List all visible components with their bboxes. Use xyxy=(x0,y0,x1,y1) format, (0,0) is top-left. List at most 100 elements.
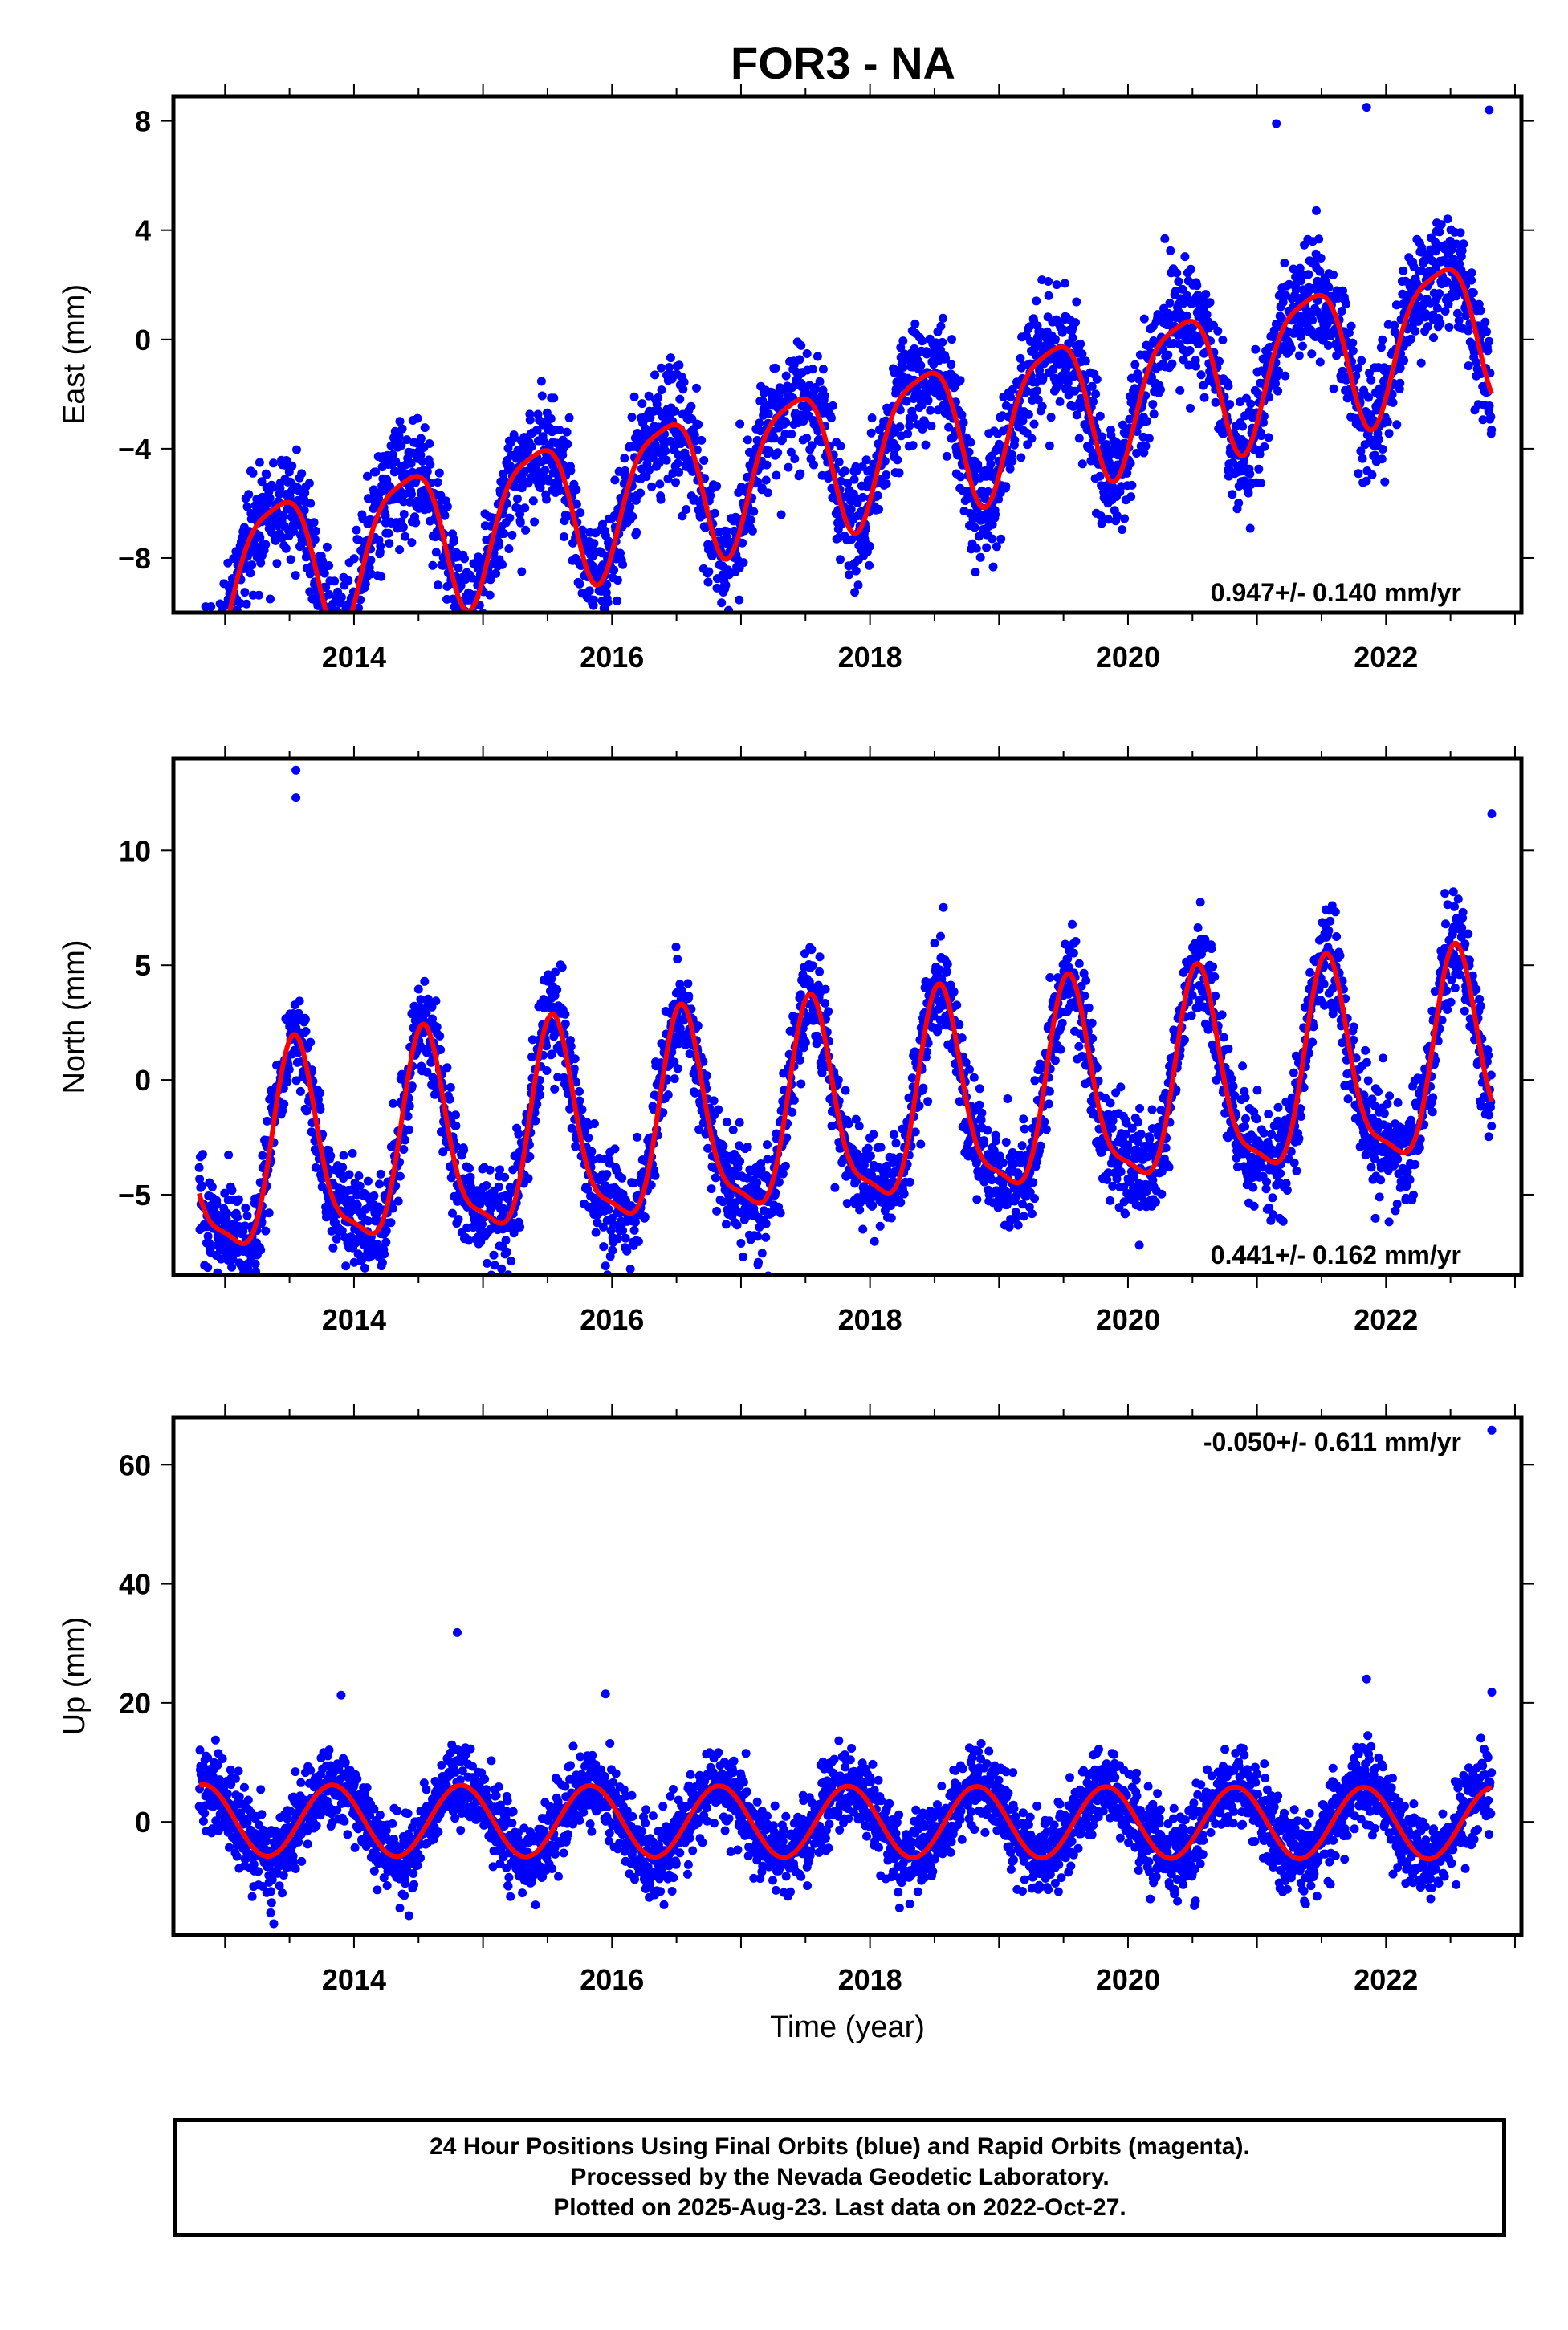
data-point xyxy=(376,541,385,551)
data-point xyxy=(849,475,859,484)
data-point xyxy=(208,695,217,704)
data-point xyxy=(207,1182,217,1191)
data-point xyxy=(761,475,771,485)
data-point xyxy=(670,406,680,416)
data-point xyxy=(1392,420,1402,430)
data-point xyxy=(589,1119,599,1128)
data-point xyxy=(678,511,687,521)
data-point xyxy=(1081,356,1090,366)
data-point xyxy=(536,1090,545,1100)
data-point xyxy=(1365,369,1374,377)
data-point xyxy=(743,435,752,445)
data-point xyxy=(1378,445,1387,454)
data-point xyxy=(301,1027,311,1036)
data-point xyxy=(309,518,319,528)
data-point xyxy=(1314,234,1324,244)
data-point xyxy=(520,503,530,513)
data-point xyxy=(483,613,492,622)
data-point xyxy=(442,502,452,511)
data-point xyxy=(354,603,363,613)
data-point xyxy=(630,1217,640,1227)
data-point xyxy=(898,336,908,346)
data-point xyxy=(610,1144,620,1154)
data-point xyxy=(258,1151,267,1160)
data-point xyxy=(975,552,985,562)
data-point xyxy=(385,539,394,548)
data-point xyxy=(772,470,781,480)
data-point xyxy=(309,620,318,629)
data-point xyxy=(632,528,641,537)
data-point xyxy=(847,535,857,544)
data-point xyxy=(428,560,438,570)
data-point xyxy=(629,392,639,401)
data-point xyxy=(589,595,598,605)
data-point xyxy=(1367,470,1377,479)
data-point xyxy=(1046,413,1056,422)
data-point xyxy=(796,340,806,350)
data-point xyxy=(1416,358,1426,368)
data-point xyxy=(272,559,282,568)
data-point xyxy=(514,1129,523,1139)
data-point xyxy=(330,576,340,586)
outlier-point xyxy=(517,567,527,576)
data-point xyxy=(344,1170,354,1179)
data-point xyxy=(390,466,400,476)
data-point xyxy=(620,454,629,463)
data-point xyxy=(992,542,1001,552)
data-point xyxy=(1234,499,1244,507)
data-point xyxy=(454,624,463,633)
data-point xyxy=(882,479,891,489)
data-point xyxy=(248,468,258,478)
data-point xyxy=(368,1282,377,1291)
data-point xyxy=(1005,464,1015,474)
data-point xyxy=(1055,397,1065,406)
data-point xyxy=(982,543,992,552)
data-point xyxy=(217,643,226,652)
data-point xyxy=(675,394,685,404)
data-point xyxy=(1126,458,1135,468)
data-point xyxy=(341,1261,351,1271)
data-point xyxy=(435,1031,445,1041)
data-point xyxy=(557,963,567,972)
data-point xyxy=(944,422,954,432)
data-point xyxy=(1277,314,1286,323)
data-point xyxy=(736,1239,746,1248)
data-point xyxy=(381,511,390,520)
data-point xyxy=(485,590,495,600)
data-point xyxy=(537,391,547,401)
data-point xyxy=(208,688,217,697)
data-point xyxy=(454,563,463,572)
data-point xyxy=(1142,417,1151,426)
data-point xyxy=(209,644,218,653)
data-point xyxy=(1329,270,1338,279)
data-point xyxy=(593,617,601,626)
data-point xyxy=(1139,448,1149,458)
data-point xyxy=(465,613,474,622)
data-point xyxy=(1095,471,1105,481)
data-point xyxy=(1353,364,1362,373)
data-point xyxy=(521,525,531,535)
data-point xyxy=(1377,454,1387,464)
data-point xyxy=(223,645,232,654)
data-point xyxy=(1091,389,1101,399)
data-point xyxy=(636,488,646,498)
data-point xyxy=(395,545,405,555)
data-point xyxy=(747,526,757,536)
data-point xyxy=(1238,422,1248,431)
data-point xyxy=(450,652,459,661)
data-point xyxy=(196,677,205,686)
data-point xyxy=(213,643,222,652)
data-point xyxy=(566,1041,576,1051)
x-tick-label: 2020 xyxy=(1096,641,1160,674)
data-point xyxy=(1076,339,1085,348)
data-point xyxy=(671,942,681,951)
data-point xyxy=(662,455,671,465)
data-point xyxy=(1435,289,1444,299)
data-point xyxy=(460,657,469,666)
data-point xyxy=(226,618,235,627)
data-point xyxy=(301,1015,310,1024)
data-point xyxy=(939,313,947,323)
data-point xyxy=(215,615,224,624)
data-point xyxy=(339,1151,348,1160)
